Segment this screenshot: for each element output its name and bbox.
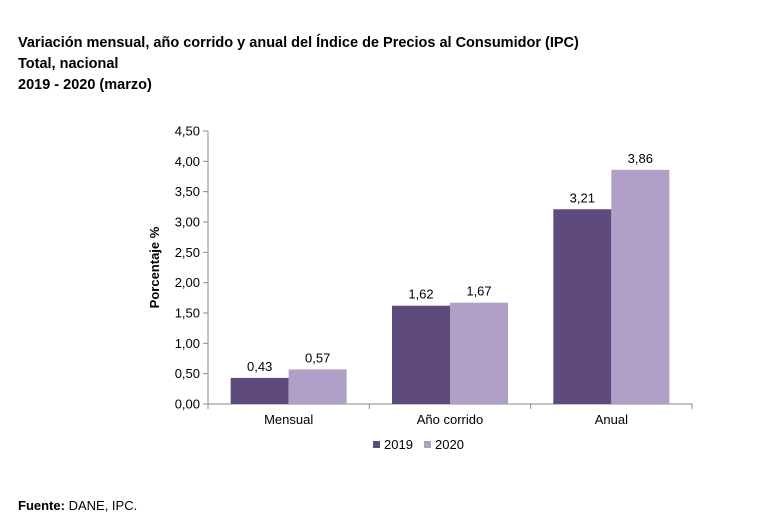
- x-tick-label: Mensual: [264, 412, 313, 427]
- bar: [230, 377, 289, 404]
- chart-bars: [230, 169, 670, 404]
- data-label: 0,57: [305, 350, 330, 365]
- data-label: 0,43: [247, 359, 272, 374]
- source-label: Fuente:: [18, 498, 65, 513]
- source-text: DANE, IPC.: [68, 498, 138, 513]
- chart-subtitle: Total, nacional: [18, 56, 119, 72]
- y-tick-label: 1,00: [175, 336, 200, 351]
- y-tick-label: 4,00: [175, 154, 200, 169]
- y-tick-label: 3,50: [175, 184, 200, 199]
- bar: [392, 305, 450, 404]
- y-tick-label: 2,50: [175, 245, 200, 260]
- chart-title-block: Variación mensual, año corrido y anual d…: [18, 33, 579, 96]
- source-note: Fuente: DANE, IPC.: [18, 498, 137, 513]
- y-tick-label: 0,00: [175, 397, 200, 412]
- legend-label: 2019: [384, 437, 413, 452]
- y-tick-label: 3,00: [175, 215, 200, 230]
- legend-swatch: [373, 441, 380, 448]
- data-label: 3,21: [570, 190, 595, 205]
- data-label: 1,62: [408, 287, 433, 302]
- chart-title: Variación mensual, año corrido y anual d…: [18, 35, 579, 51]
- bar: [288, 369, 347, 404]
- y-tick-label: 4,50: [175, 124, 200, 139]
- chart-axes: 0,00 0,50 1,00 1,50 2,00 2,50 3,00 3,50 4,00 4,50…: [147, 124, 693, 412]
- x-tick-label: Anual: [595, 412, 628, 427]
- bar: [450, 302, 508, 404]
- legend-label: 2020: [435, 437, 464, 452]
- chart-labels: 0,43 0,57 Mensual 1,62 1,67 Año corrido 3,21 3,…: [247, 151, 653, 427]
- y-axis-label: Porcentaje %: [147, 226, 162, 308]
- chart-period: 2019 - 2020 (marzo): [18, 77, 152, 93]
- data-label: 1,67: [466, 284, 491, 299]
- legend-swatch: [424, 441, 431, 448]
- y-tick-label: 1,50: [175, 306, 200, 321]
- y-tick-label: 2,00: [175, 275, 200, 290]
- bar: [553, 209, 612, 404]
- chart-legend: 2019 2020: [373, 437, 464, 452]
- y-tick-label: 0,50: [175, 366, 200, 381]
- data-label: 3,86: [628, 151, 653, 166]
- bar: [611, 169, 670, 404]
- x-tick-label: Año corrido: [417, 412, 483, 427]
